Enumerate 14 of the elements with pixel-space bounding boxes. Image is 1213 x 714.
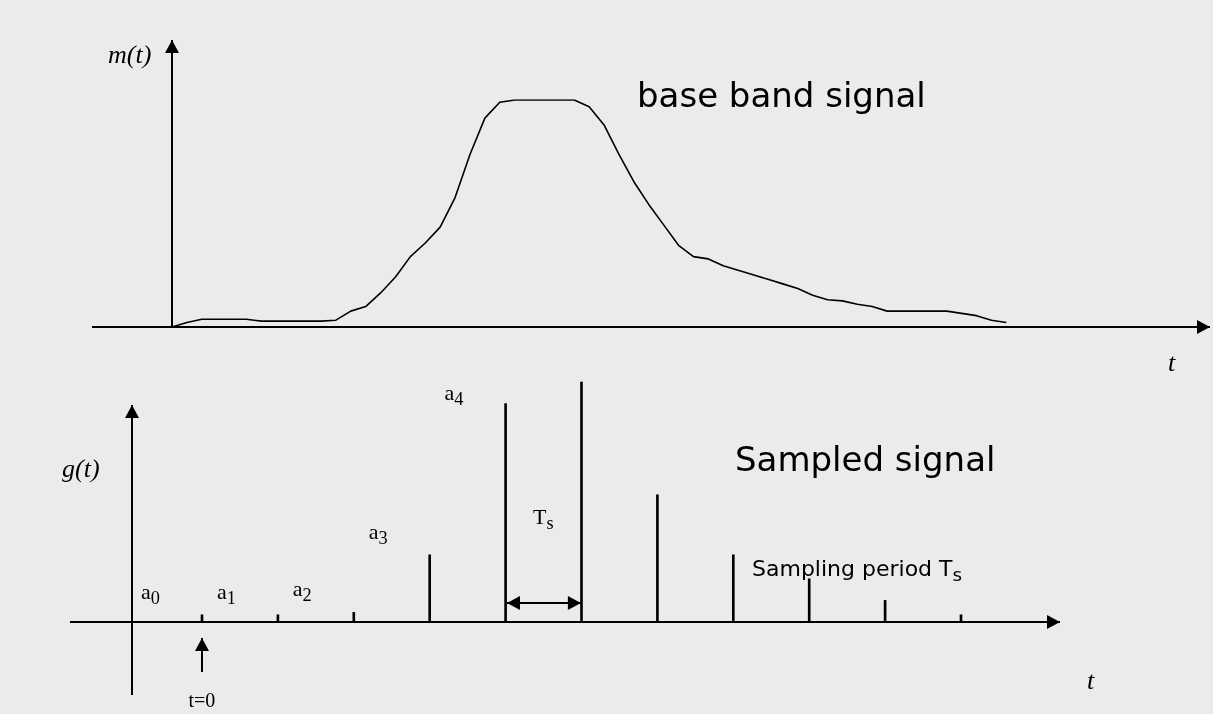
annotation: T$_{s}$ xyxy=(533,504,554,534)
text: a$_{0}$ xyxy=(141,578,160,609)
annotation: a$_{3}$ xyxy=(368,518,388,549)
x-axis-title: t xyxy=(1168,348,1176,377)
annotation: Sampling period T$_{s}$ xyxy=(752,556,963,586)
annotation: a$_{1}$ xyxy=(216,578,236,609)
annotation: base band signal xyxy=(637,75,926,115)
annotation: Sampled signal xyxy=(735,439,996,479)
y-axis-title: g(t) xyxy=(62,454,100,483)
x-axis-title: t xyxy=(1087,666,1095,695)
annotation: a$_{2}$ xyxy=(292,576,312,606)
text: t=0 xyxy=(188,689,216,711)
y-axis-title: m(t) xyxy=(108,40,152,69)
annotation: a$_{4}$ xyxy=(444,380,464,410)
